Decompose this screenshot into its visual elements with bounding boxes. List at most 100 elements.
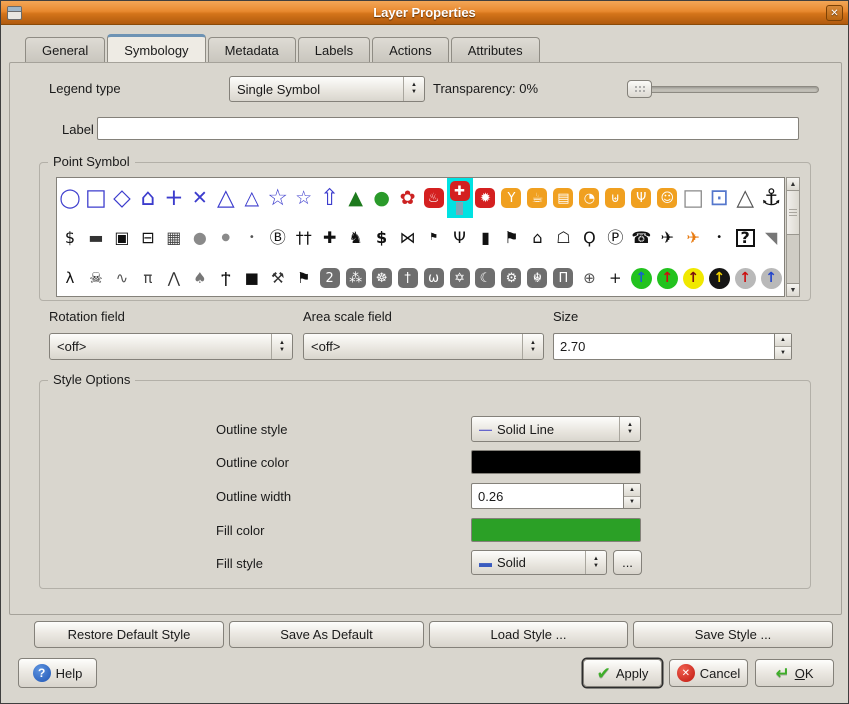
symbol-tiny-dot[interactable]: • [239,218,265,258]
save-style-button[interactable]: Save Style ... [633,621,833,648]
scrollbar-thumb[interactable] [787,191,799,235]
titlebar[interactable]: Layer Properties ✕ [1,1,848,25]
symbol-khanda[interactable]: ☬ [524,258,550,296]
symbol-cocktail-bar[interactable]: Y [498,178,524,218]
symbol-airfield[interactable]: ✈ [680,218,706,258]
symbol-cinema[interactable]: ▤ [550,178,576,218]
symbol-anchor[interactable]: ⚓ [758,178,784,218]
tab-metadata[interactable]: Metadata [207,37,296,63]
symbol-museum[interactable]: Π [550,258,576,296]
symbol-dollar[interactable]: $ [57,218,83,258]
symbol-empty-square[interactable]: □ [680,178,706,218]
symbol-money[interactable]: $ [369,218,395,258]
tab-symbology[interactable]: Symbology [107,34,206,63]
symbol-small-dot[interactable]: • [706,218,732,258]
symbol-star[interactable]: ☆ [265,178,291,218]
symbol-swimming[interactable]: ∿ [109,258,135,296]
symbol-skiing[interactable]: λ [57,258,83,296]
symbol-arrow-red-on-green[interactable]: ↑ [654,258,680,296]
slider-handle[interactable] [627,80,652,98]
symbol-camera[interactable]: ▣ [109,218,135,258]
symbol-dharma-wheel[interactable]: ☸ [369,258,395,296]
symbol-scrollbar[interactable]: ▲ ▼ [786,177,800,297]
symbol-open-triangle[interactable]: △ [732,178,758,218]
symbol-pine-tree[interactable]: ▲ [343,178,369,218]
symbol-rectangle[interactable]: □ [83,178,109,218]
symbol-note-flag[interactable]: ⚑ [421,218,447,258]
symbol-survey-marker[interactable]: + [602,258,628,296]
symbol-star-badge[interactable]: ✹ [473,178,499,218]
symbol-regular-star[interactable]: ☆ [291,178,317,218]
symbol-flag[interactable]: ⚑ [291,258,317,296]
symbol-arrow-darkred-on-yellow[interactable]: ↑ [680,258,706,296]
symbol-cutlery[interactable]: Ψ [447,218,473,258]
symbol-pub[interactable]: ⊎ [602,178,628,218]
symbol-airport[interactable]: ✈ [654,218,680,258]
size-value[interactable]: 2.70 [560,339,586,354]
symbol-canoe[interactable]: ▬ [83,218,109,258]
symbol-pentagon[interactable]: ⌂ [135,178,161,218]
area-scale-field-combobox[interactable]: <off> ▲ ▼ [303,333,544,360]
symbol-bahai[interactable]: ⚙ [498,258,524,296]
combo-arrows-icon[interactable]: ▲ ▼ [271,334,292,359]
symbol-om[interactable]: ω [421,258,447,296]
symbol-small-circle[interactable]: ● [213,218,239,258]
symbol-car[interactable]: ⊟ [135,218,161,258]
ok-button[interactable]: ↵ OK [755,659,834,687]
tab-labels[interactable]: Labels [297,37,371,63]
symbol-golf[interactable]: ⚑ [498,218,524,258]
rotation-field-combobox[interactable]: <off> ▲ ▼ [49,333,293,360]
symbol-list[interactable]: ◯ □ ◇ ⌂ + ✕ △ △ ☆ ☆ ⇧ ▲ ● ✿ ♨ ✚ ✹ Y ☕ ▤ ◔ ⊎ Ψ ☺ □ ⊡ △ ⚓ $ ▬ ▣ ⊟ ▦ ● ● • Ⓑ †† ✚… [56,177,785,297]
symbol-fuel-pump[interactable]: ▮ [473,218,499,258]
symbol-question[interactable]: ? [732,218,758,258]
help-button[interactable]: ? Help [18,658,97,688]
size-spinbox[interactable]: 2.70 ▲ ▼ [553,333,792,360]
fill-style-more-button[interactable]: ... [613,550,642,575]
symbol-jain[interactable]: ⁂ [343,258,369,296]
symbol-crescent[interactable]: ☾ [473,258,499,296]
symbol-deer[interactable]: ♞ [343,218,369,258]
outline-width-value[interactable]: 0.26 [478,488,504,504]
symbol-hiker[interactable]: Ϯ [213,258,239,296]
outline-style-combobox[interactable]: — Solid Line ▲ ▼ [471,416,641,442]
symbol-first-aid[interactable]: ✚ [446,178,473,218]
symbol-picnic[interactable]: π [135,258,161,296]
symbol-house[interactable]: ☖ [550,218,576,258]
cancel-button[interactable]: ✕ Cancel [669,659,748,687]
scroll-up-icon[interactable]: ▲ [787,178,799,191]
symbol-fish[interactable]: ⋈ [395,218,421,258]
symbol-christian-cross[interactable]: † [395,258,421,296]
label-input[interactable] [97,117,799,140]
symbol-large-ellipse[interactable]: ● [187,218,213,258]
symbol-deciduous-tree[interactable]: ● [369,178,395,218]
symbol-globe-cross[interactable]: ⊕ [576,258,602,296]
symbol-shinto[interactable]: 2 [317,258,343,296]
combo-arrows-icon[interactable]: ▲ ▼ [403,77,424,101]
symbol-mine[interactable]: ⚒ [265,258,291,296]
symbol-skull[interactable]: ☠ [83,258,109,296]
symbol-arrow-blue-on-green[interactable]: ↑ [628,258,654,296]
symbol-people[interactable]: †† [291,218,317,258]
transparency-slider[interactable] [627,79,819,99]
symbol-arrow-blue-on-gray[interactable]: ↑ [758,258,784,296]
symbol-telephone[interactable]: ☎ [628,218,654,258]
outline-width-spinbox[interactable]: 0.26 ▲ ▼ [471,483,641,509]
symbol-balloon[interactable]: Ϙ [576,218,602,258]
symbol-framed-square[interactable]: ⊡ [706,178,732,218]
slider-groove[interactable] [627,86,819,93]
symbol-star-of-david[interactable]: ✡ [447,258,473,296]
symbol-diving[interactable]: ◥ [758,218,784,258]
tab-attributes[interactable]: Attributes [450,37,540,63]
symbol-gray-tree[interactable]: ♠ [187,258,213,296]
close-icon[interactable]: ✕ [826,5,843,21]
outline-color-button[interactable] [471,450,641,474]
symbol-arrow-red-on-gray[interactable]: ↑ [732,258,758,296]
symbol-building[interactable]: ▦ [161,218,187,258]
scroll-down-icon[interactable]: ▼ [787,283,799,296]
fill-style-combobox[interactable]: ▬ Solid ▲ ▼ [471,550,607,575]
load-style-button[interactable]: Load Style ... [429,621,628,648]
spin-down-icon[interactable]: ▼ [775,347,791,359]
symbol-parking[interactable]: Ⓟ [602,218,628,258]
combo-arrows-icon[interactable]: ▲ ▼ [619,417,640,441]
apply-button[interactable]: ✔ Apply [583,659,662,687]
